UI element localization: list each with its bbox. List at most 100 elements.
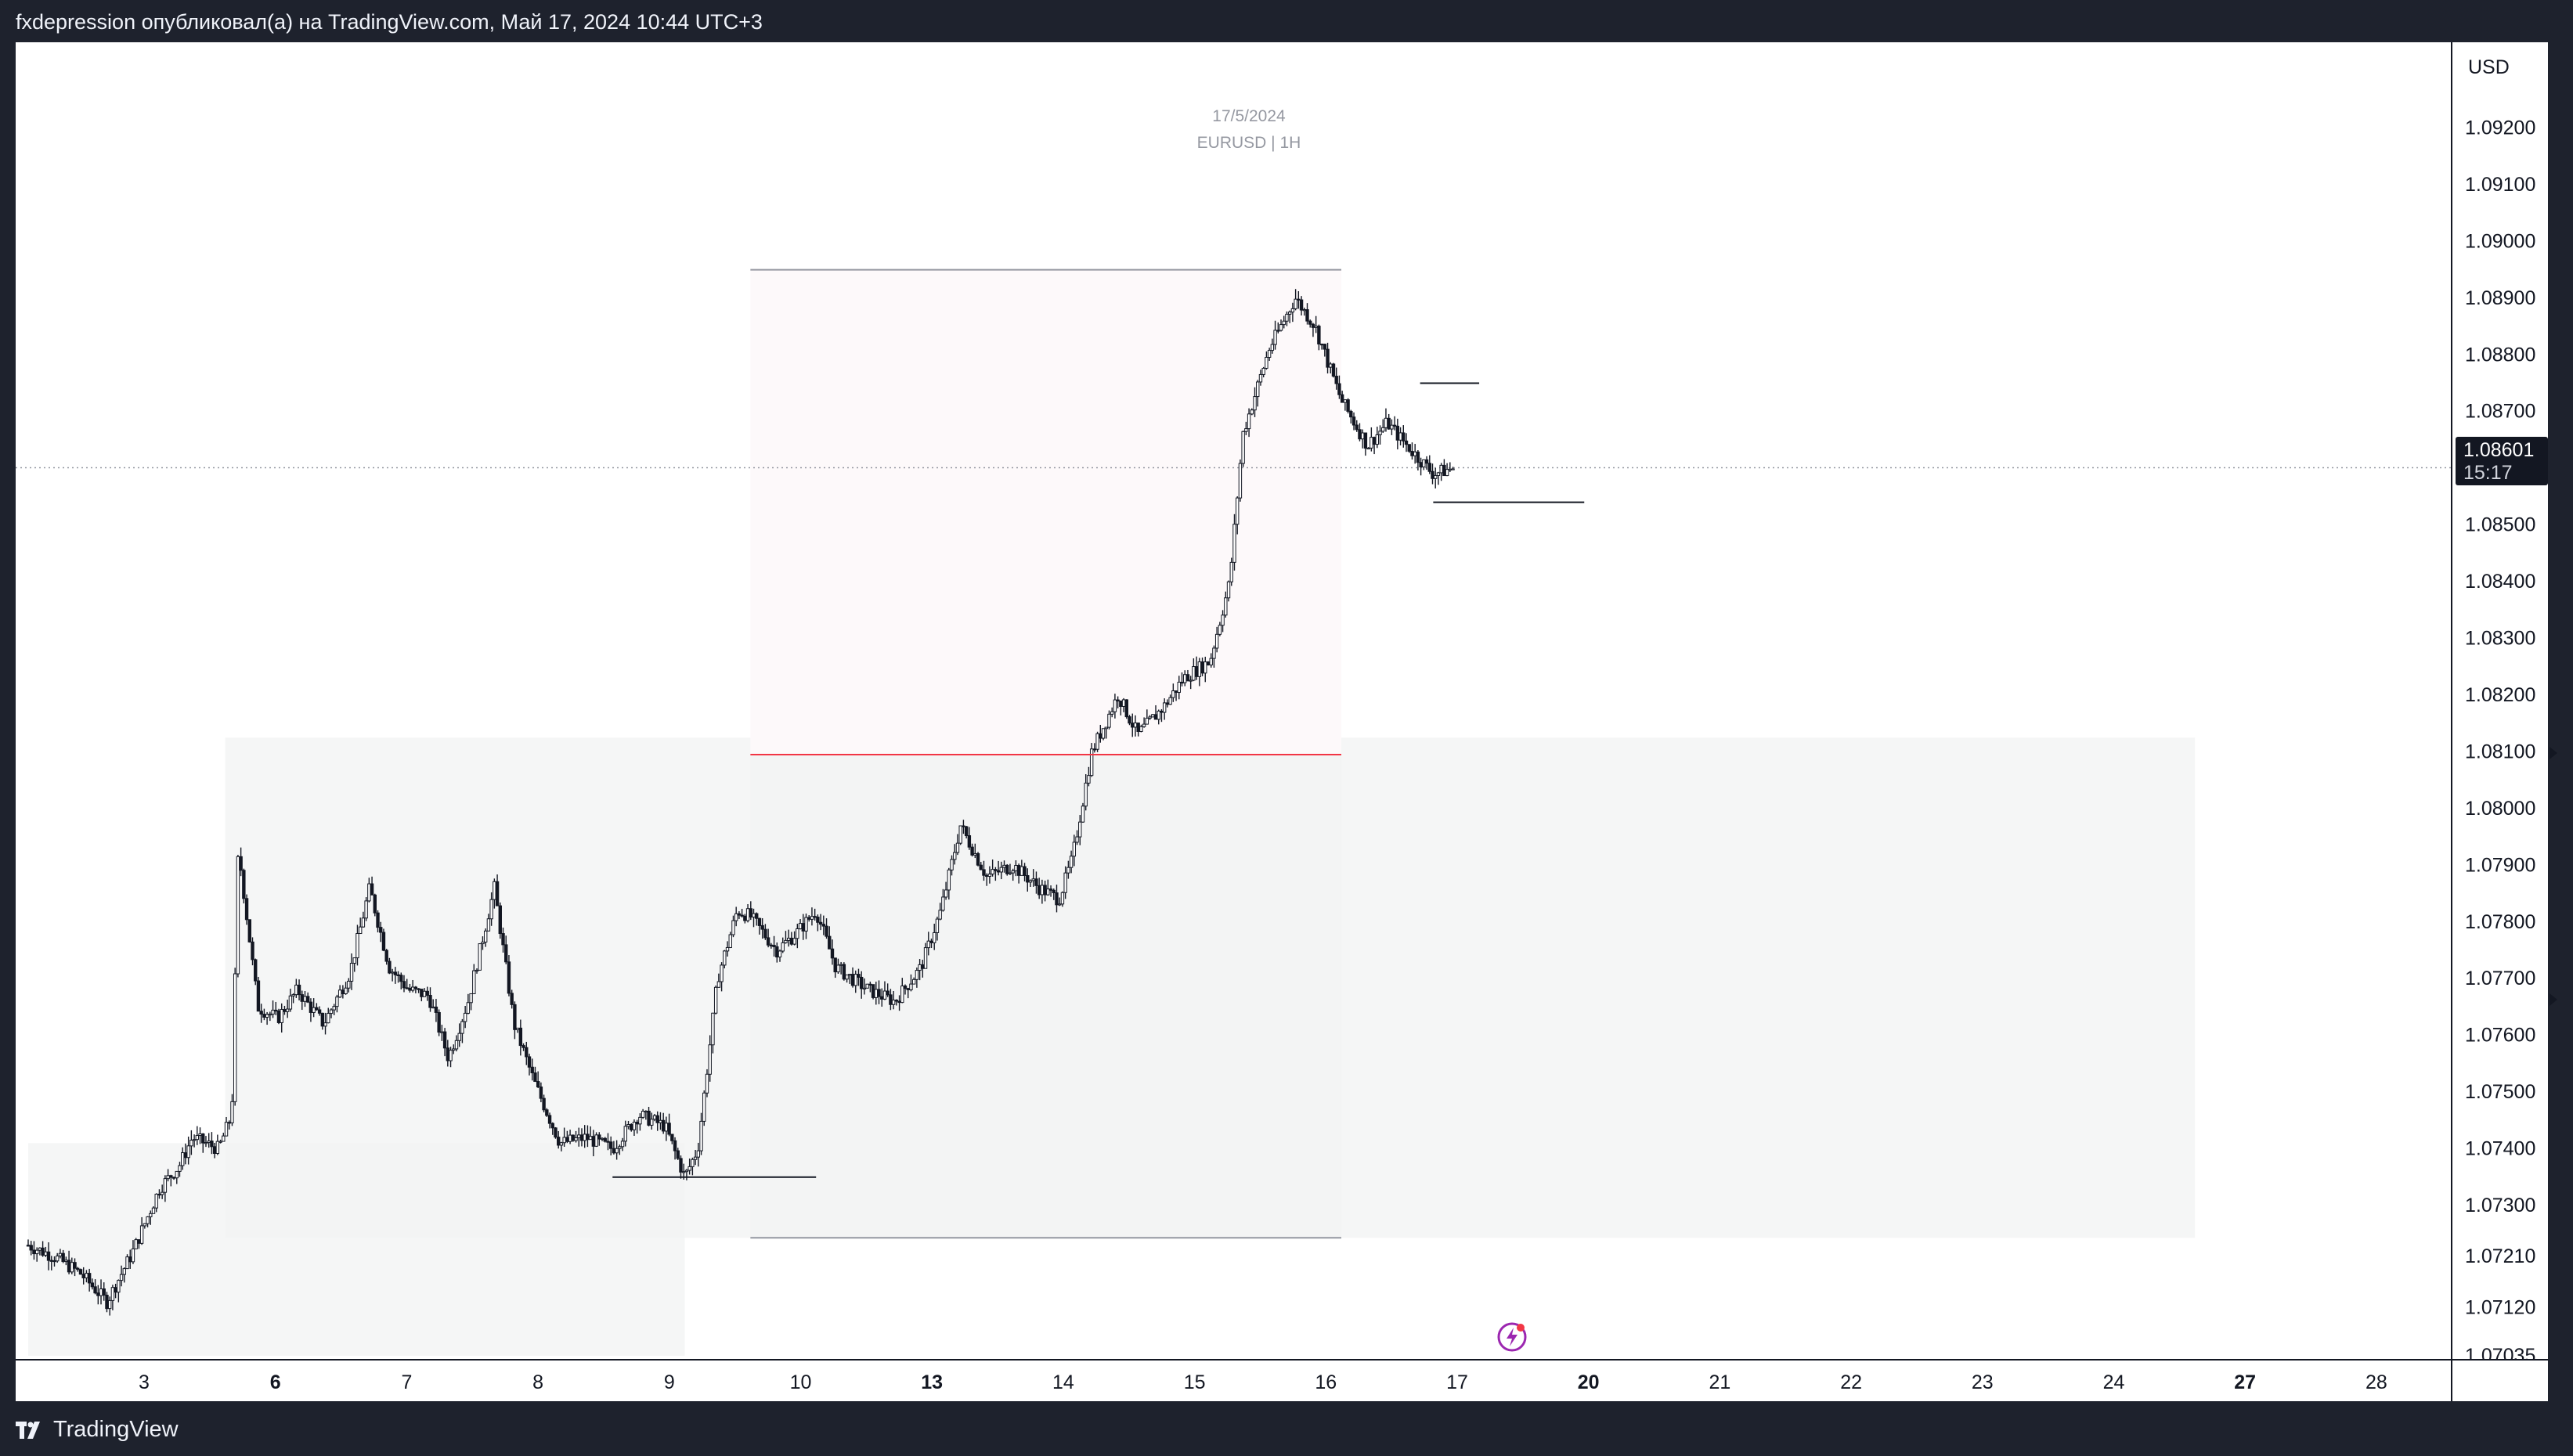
candle-body	[711, 1012, 715, 1046]
price-tick-label: 1.07600	[2465, 1025, 2535, 1047]
candle-body	[320, 1012, 325, 1027]
candle-body	[1206, 661, 1211, 665]
time-scale[interactable]: 3 6 7 8 9 10 13 14 15 16 17 20 21 22 23 24 27 28	[16, 1360, 2451, 1403]
candle-body	[146, 1216, 150, 1224]
scale-markers	[2550, 747, 2557, 1006]
candle-body	[1171, 690, 1175, 698]
candle-body	[428, 995, 432, 1008]
watermark-symbol: EURUSD | 1H	[1196, 134, 1301, 152]
candle-body	[676, 1150, 680, 1159]
candle-body	[1267, 350, 1272, 358]
candle-body	[230, 1101, 234, 1123]
candle-body	[667, 1123, 671, 1135]
candlestick-chart[interactable]	[16, 42, 2451, 1359]
candle-body	[725, 946, 730, 952]
candle-body	[583, 1133, 586, 1141]
publisher-text: fxdepression опубликовал(а) на TradingVi…	[16, 10, 763, 34]
candle-body	[1229, 561, 1233, 582]
candle-body	[283, 1009, 287, 1012]
price-tick-label: 1.08400	[2465, 571, 2535, 593]
candle-body	[1104, 726, 1108, 730]
candle-body	[76, 1267, 80, 1270]
candle-body	[818, 921, 823, 925]
candle-body	[1165, 702, 1170, 705]
candle-body	[137, 1239, 141, 1244]
candle-body	[361, 917, 366, 928]
candle-body	[1451, 468, 1455, 470]
candle-body	[218, 1141, 222, 1143]
candle-body	[1235, 497, 1240, 525]
candle-body	[597, 1134, 601, 1140]
candle-body	[766, 937, 770, 946]
candle-body	[56, 1255, 60, 1262]
candle-body	[1329, 363, 1333, 368]
candle-body	[198, 1133, 202, 1137]
candle-body	[1014, 865, 1018, 871]
candle-body	[67, 1260, 71, 1273]
candle-body	[760, 924, 764, 930]
tradingview-logo[interactable]: TradingView	[16, 1417, 179, 1443]
price-tick-label: 1.08100	[2465, 741, 2535, 762]
candle-body	[1372, 437, 1377, 445]
candle-body	[449, 1050, 453, 1061]
candle-body	[210, 1141, 214, 1148]
currency-label[interactable]: USD	[2468, 56, 2510, 78]
candle-body	[996, 870, 1001, 873]
flash-alert-icon[interactable]	[1496, 1321, 1528, 1353]
candle-body	[390, 971, 395, 974]
candle-body	[1340, 394, 1344, 403]
candle-body	[242, 870, 246, 899]
candle-body	[641, 1111, 645, 1118]
candle-body	[571, 1134, 576, 1141]
chart-pane[interactable]: 17/5/2024 EURUSD | 1H	[16, 42, 2451, 1401]
candle-body	[955, 842, 960, 853]
candle-body	[93, 1286, 97, 1294]
candle-body	[1448, 468, 1452, 470]
candle-body	[434, 1006, 438, 1013]
candle-body	[1305, 309, 1309, 322]
candle-body	[889, 994, 893, 1005]
candle-body	[254, 959, 258, 982]
candle-body	[222, 1135, 226, 1142]
candle-body	[1121, 699, 1126, 707]
candle-body	[542, 1097, 546, 1111]
candle-body	[186, 1145, 190, 1159]
price-axis[interactable]: USD 1.09200 1.09100 1.09000 1.08900 1.08800 1…	[2451, 42, 2550, 1401]
candle-body	[154, 1193, 158, 1209]
candle-body	[358, 926, 363, 935]
candle-body	[1250, 409, 1254, 415]
candle-body	[498, 905, 502, 935]
candle-body	[119, 1274, 124, 1281]
candle-body	[515, 1027, 520, 1030]
candle-body	[574, 1137, 578, 1141]
candle-body	[276, 1010, 281, 1023]
candle-body	[801, 923, 805, 932]
candle-body	[332, 1006, 336, 1011]
candle-body	[1028, 880, 1033, 883]
candle-body	[1089, 748, 1094, 777]
candle-body	[1349, 410, 1353, 418]
candle-body	[58, 1252, 63, 1256]
candle-body	[825, 925, 828, 937]
candle-body	[1285, 313, 1289, 322]
time-tick-label: 27	[2234, 1371, 2256, 1393]
candle-body	[673, 1140, 677, 1151]
candle-body	[909, 983, 913, 990]
candle-body	[413, 986, 418, 989]
candle-body	[85, 1273, 88, 1278]
candle-body	[425, 990, 429, 996]
candle-body	[285, 1008, 290, 1012]
candle-body	[233, 973, 237, 1102]
candle-body	[1241, 431, 1245, 464]
candle-body	[577, 1134, 581, 1138]
candle-body	[696, 1150, 701, 1158]
candle-body	[501, 933, 505, 946]
candle-body	[1026, 874, 1030, 883]
candle-body	[1287, 312, 1292, 315]
candle-body	[110, 1287, 115, 1301]
candle-body	[1180, 681, 1184, 684]
candle-body	[442, 1031, 447, 1049]
candle-body	[49, 1260, 53, 1262]
price-scale[interactable]: 1.09200 1.09100 1.09000 1.08900 1.08800 1.087…	[2452, 42, 2550, 1359]
time-axis[interactable]: 3 6 7 8 9 10 13 14 15 16 17 20 21 22 23 24 27 28	[16, 1359, 2451, 1403]
